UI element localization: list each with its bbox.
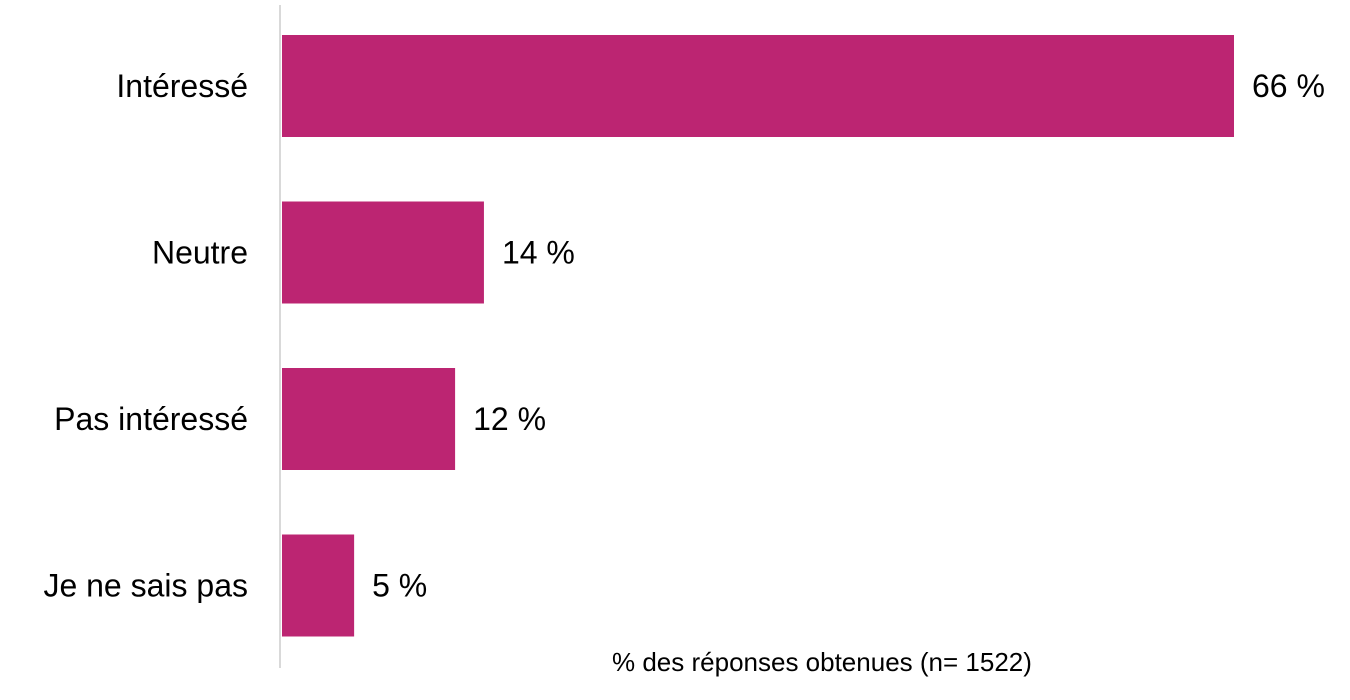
bar-pas-interesse: [282, 368, 456, 470]
category-labels: Intéressé Neutre Pas intéressé Je ne sais p…: [43, 68, 248, 604]
bar-interesse: [282, 35, 1234, 137]
category-label-interesse: Intéressé: [116, 68, 248, 104]
category-label-neutre: Neutre: [152, 235, 248, 271]
bar-je-ne-sais-pas: [282, 534, 355, 637]
bar-neutre: [282, 201, 484, 304]
value-label-je-ne-sais-pas: 5 %: [372, 568, 427, 604]
value-label-neutre: 14 %: [502, 235, 575, 271]
value-labels: 66 % 14 % 12 % 5 %: [372, 68, 1325, 604]
category-label-je-ne-sais-pas: Je ne sais pas: [43, 568, 248, 604]
bars-group: [282, 35, 1234, 637]
value-label-interesse: 66 %: [1252, 68, 1325, 104]
category-label-pas-interesse: Pas intéressé: [54, 401, 248, 437]
x-axis-title: % des réponses obtenues (n= 1522): [612, 647, 1032, 677]
value-label-pas-interesse: 12 %: [473, 401, 546, 437]
